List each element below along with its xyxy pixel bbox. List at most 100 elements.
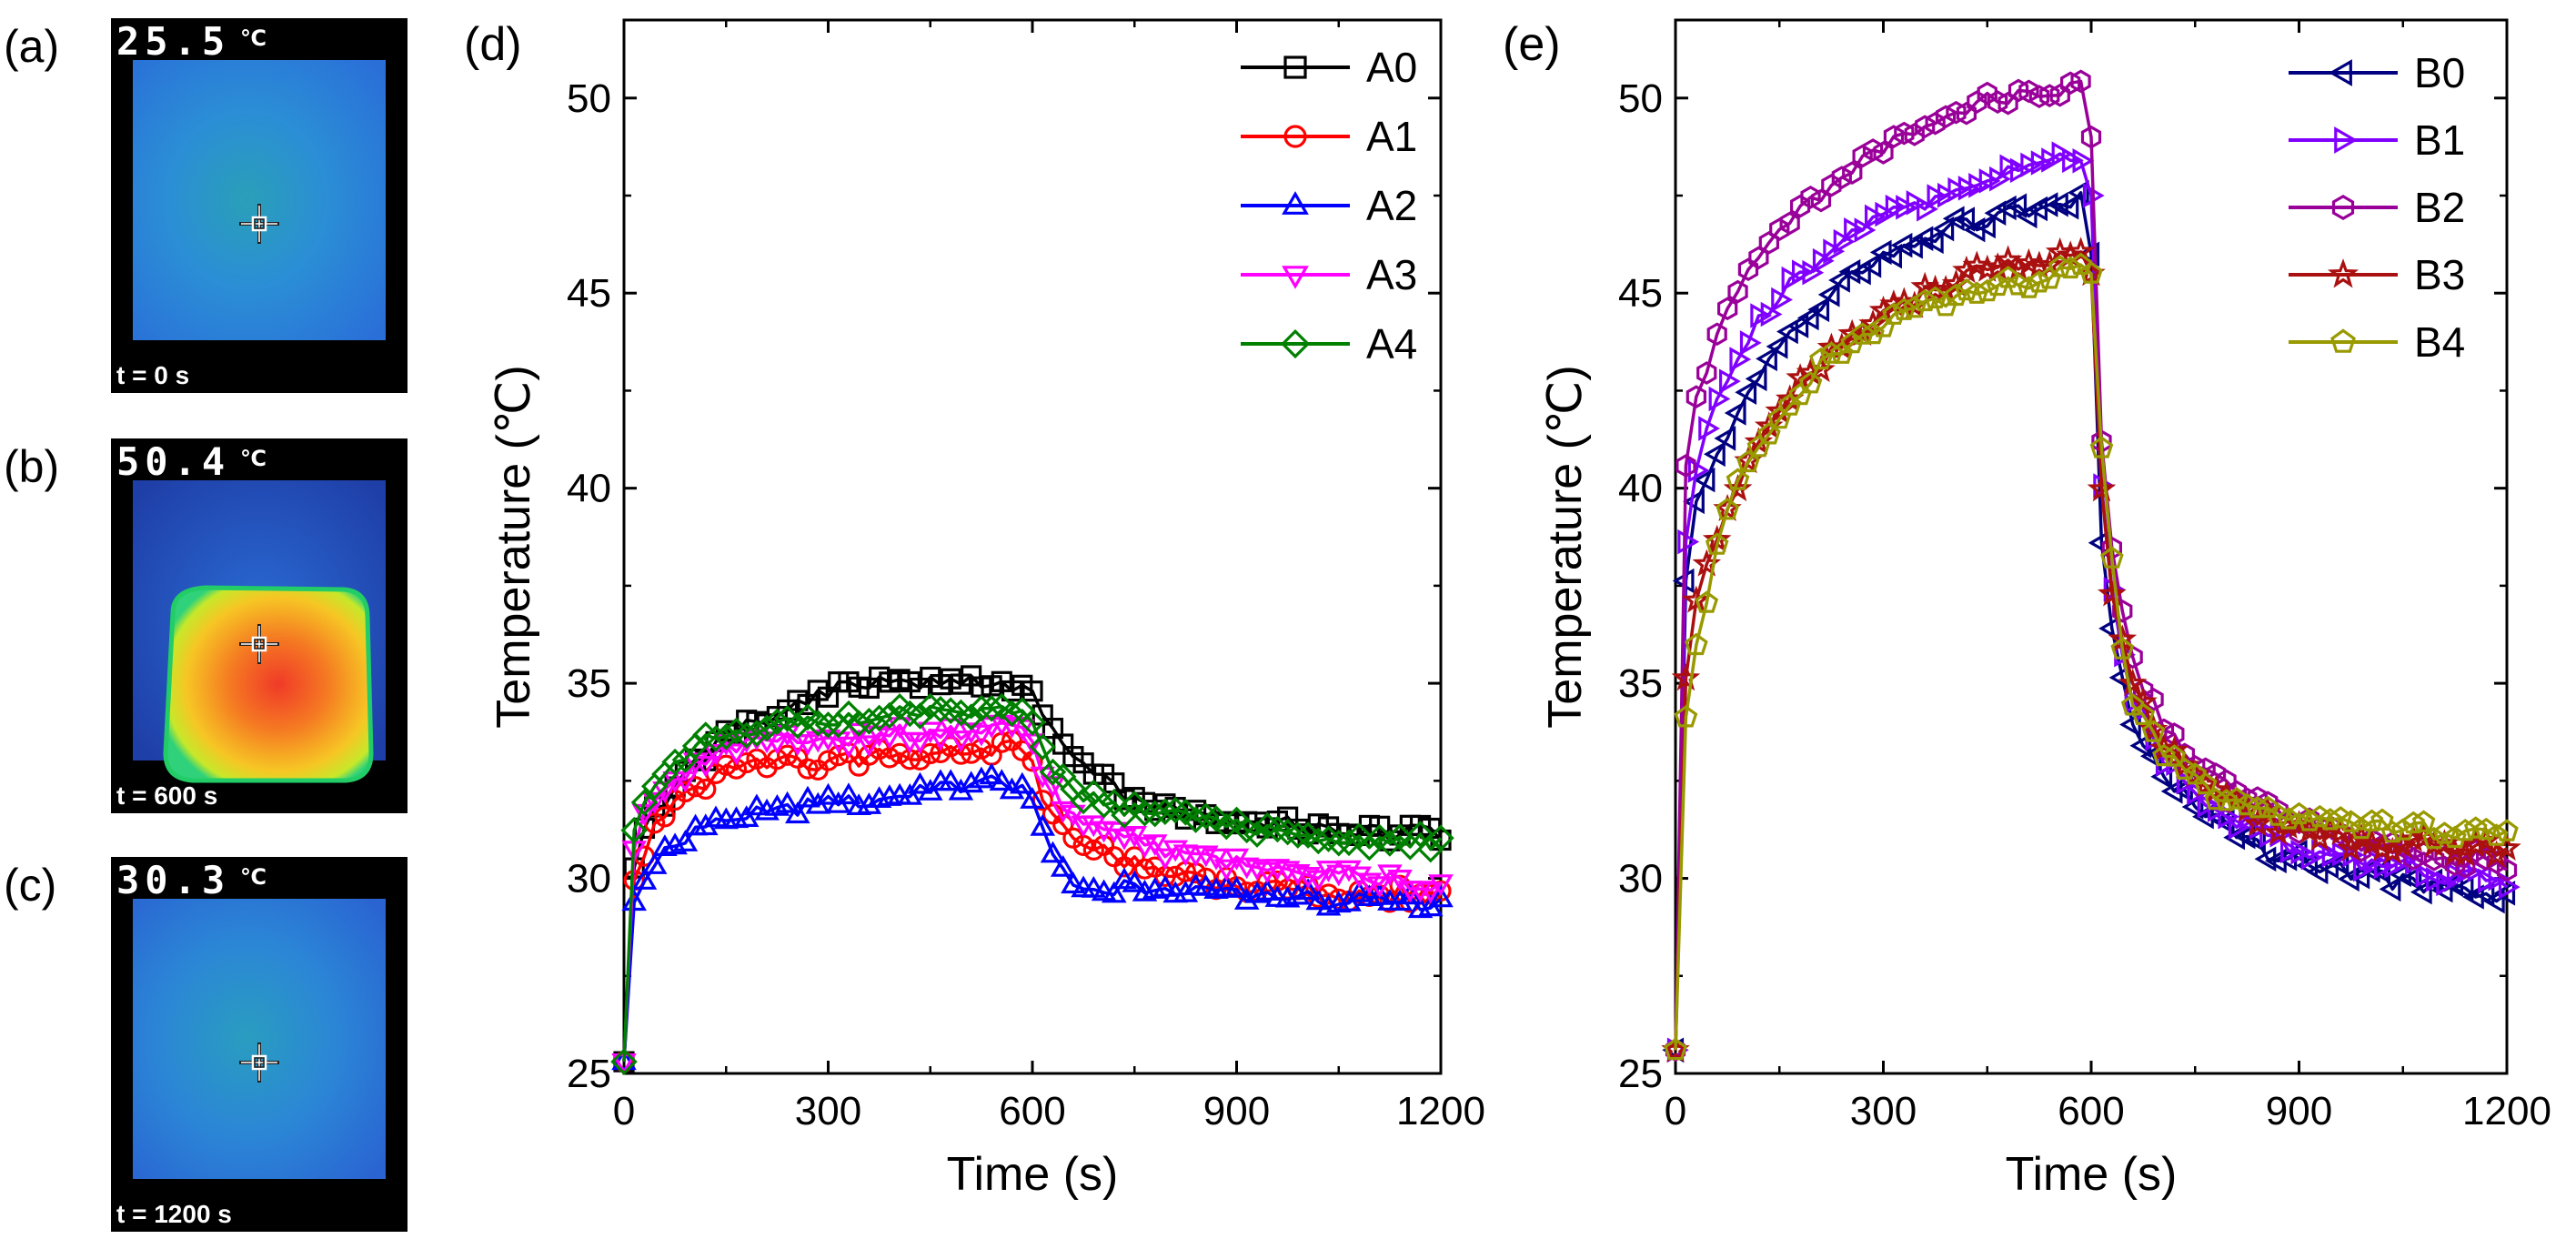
y-tick-label: 25 (1618, 1052, 1663, 1096)
data-point (1050, 801, 1076, 823)
data-point (1081, 815, 1107, 838)
legend-entry: B3 (2414, 251, 2465, 298)
thermal-image (133, 899, 386, 1179)
data-point (1830, 341, 1854, 364)
data-point (702, 725, 730, 752)
legend-entry: A2 (1366, 182, 1417, 229)
data-point (1812, 247, 1835, 274)
data-point (1102, 881, 1127, 903)
data-point (917, 692, 944, 720)
data-point (2403, 847, 2424, 871)
data-point (1838, 258, 1861, 285)
data-point (1972, 254, 2002, 282)
data-point (1736, 449, 1760, 473)
data-point (2152, 743, 2176, 767)
data-point (1677, 529, 1700, 555)
data-point (988, 692, 1016, 720)
data-point (1152, 875, 1178, 897)
data-point (2290, 840, 2313, 865)
data-point (1745, 366, 1767, 392)
data-point (989, 769, 1015, 791)
data-point (856, 735, 882, 758)
thermal-panel-letter: (c) (4, 860, 56, 911)
data-point (999, 777, 1025, 800)
data-point (1987, 90, 2008, 114)
x-axis-label: Time (s) (947, 1148, 1119, 1201)
data-point (1842, 161, 1863, 185)
data-point (918, 721, 943, 744)
data-point (1737, 257, 1759, 282)
data-point (2097, 579, 2127, 607)
thermal-unit: ℃ (240, 447, 267, 471)
data-point (2243, 809, 2272, 837)
data-point (2285, 840, 2308, 865)
data-point (948, 730, 974, 752)
data-point (2478, 868, 2500, 893)
data-point (1122, 825, 1148, 848)
x-tick-label: 300 (1850, 1089, 1917, 1133)
data-point (1315, 861, 1342, 882)
series-B4 (1664, 252, 2519, 1061)
data-point (1112, 867, 1137, 890)
data-point (2060, 71, 2081, 96)
data-point (1977, 81, 1997, 106)
data-point (1946, 100, 1967, 125)
data-point (1213, 812, 1241, 841)
data-point (1142, 834, 1168, 856)
data-point (1428, 874, 1454, 896)
data-point (1019, 709, 1046, 736)
legend-entry: B0 (2414, 49, 2465, 96)
data-point (876, 701, 903, 730)
data-point (672, 830, 699, 851)
thermal-temperature: 25.5 (116, 19, 230, 64)
x-tick-label: 1200 (2462, 1089, 2551, 1133)
data-point (2277, 807, 2300, 830)
thermal-panel-letter: (b) (4, 441, 59, 492)
x-tick-label: 1200 (1396, 1089, 1485, 1133)
data-point (1243, 821, 1271, 848)
thermal-panel: (b) 50.4 ℃ t = 600 s (4, 438, 408, 813)
data-point (693, 755, 719, 778)
data-point (1254, 861, 1280, 884)
data-point (1706, 322, 1727, 347)
data-point (1925, 111, 1946, 136)
x-tick-label: 900 (1203, 1089, 1270, 1133)
data-point (2051, 141, 2074, 166)
series-B0 (1662, 180, 2516, 1063)
data-point (1123, 846, 1145, 868)
y-tick-label: 40 (567, 467, 611, 511)
data-point (2223, 824, 2245, 851)
data-point (1975, 278, 1999, 302)
legend-entry: B2 (2414, 184, 2465, 231)
data-point (2353, 856, 2375, 882)
data-point (797, 758, 819, 780)
thermal-unit: ℃ (240, 26, 267, 51)
data-point (2275, 846, 2298, 871)
data-point (1283, 55, 1307, 79)
data-point (1021, 680, 1043, 702)
data-point (1346, 880, 1372, 902)
data-point (2430, 877, 2453, 903)
data-point (784, 711, 811, 740)
data-point (1932, 216, 1955, 242)
data-point (1968, 173, 1990, 198)
data-point (2378, 836, 2408, 864)
y-tick-label: 30 (567, 857, 611, 901)
data-point (858, 744, 880, 766)
data-point (1681, 585, 1711, 613)
data-point (2327, 258, 2360, 288)
data-point (2401, 811, 2425, 834)
data-point (1974, 213, 1996, 239)
data-point (969, 724, 994, 747)
data-point (2067, 180, 2089, 206)
thermal-time: t = 600 s (116, 781, 217, 810)
data-point (1304, 827, 1333, 855)
data-point (2357, 829, 2387, 857)
data-point (1850, 322, 1875, 345)
data-point (1274, 861, 1301, 883)
data-point (1777, 393, 1802, 416)
data-point (1254, 879, 1280, 901)
data-point (795, 785, 820, 808)
data-point (1674, 705, 1698, 728)
data-point (1885, 194, 1907, 220)
